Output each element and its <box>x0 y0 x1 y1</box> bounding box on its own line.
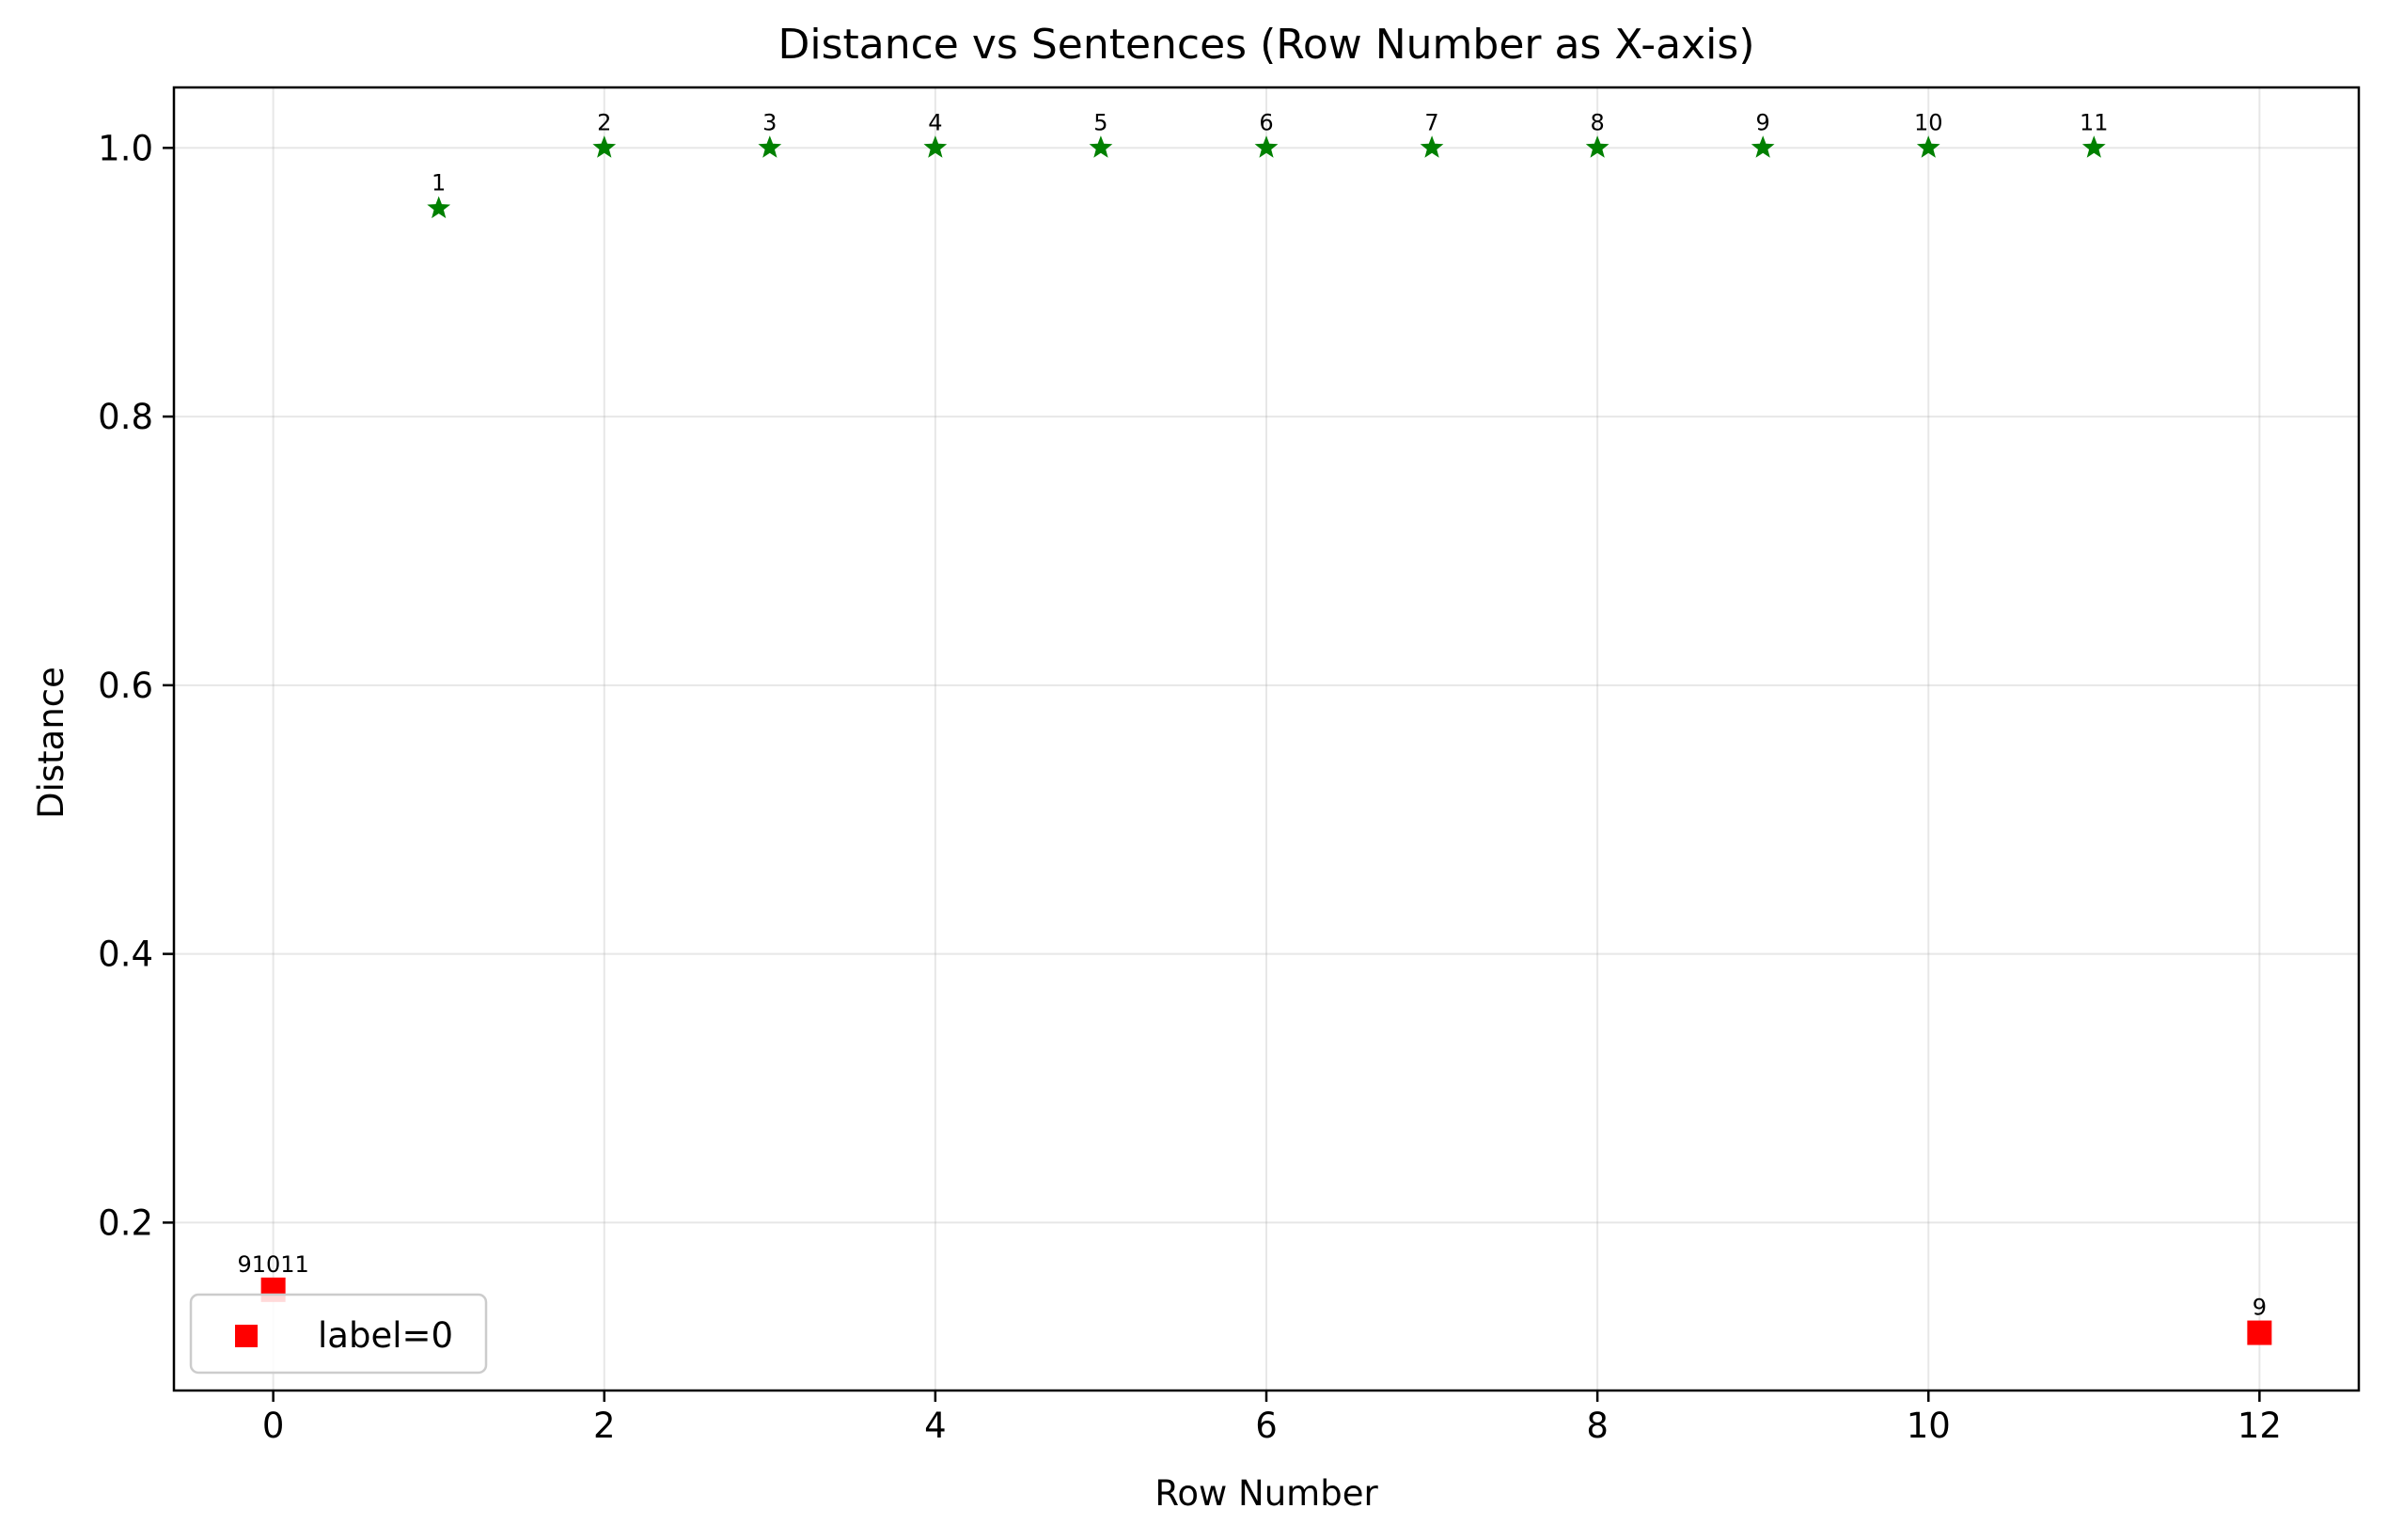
star-data-point <box>1089 135 1113 158</box>
chart-title: Distance vs Sentences (Row Number as X-a… <box>777 21 1754 69</box>
star-data-point <box>1420 135 1444 158</box>
plot-frame <box>172 86 2361 1392</box>
legend: label=0 <box>189 1293 488 1375</box>
star-data-point <box>758 135 782 158</box>
data-point-label: 2 <box>597 109 611 135</box>
x-tick-label: 10 <box>1907 1406 1951 1446</box>
data-point-label: 1 <box>432 170 446 196</box>
data-point-label: 9 <box>1756 109 1770 135</box>
x-tick-label: 0 <box>262 1406 285 1446</box>
data-point-label: 8 <box>1590 109 1604 135</box>
data-marks <box>260 135 2272 1345</box>
x-tick-label: 8 <box>1586 1406 1609 1446</box>
data-point-label: 5 <box>1093 109 1107 135</box>
square-data-point <box>2247 1320 2272 1345</box>
data-point-label: 3 <box>762 109 777 135</box>
grid <box>174 87 2359 1391</box>
star-data-point <box>1751 135 1775 158</box>
data-point-label: 9 <box>2253 1295 2267 1321</box>
axis-ticks: 0 2 4 6 8 10 12 0.2 0.4 0.6 0.8 1.0 <box>98 128 2282 1446</box>
star-data-point <box>427 196 451 219</box>
star-data-point <box>1916 135 1940 158</box>
y-tick-label: 0.4 <box>98 935 153 975</box>
star-data-point <box>1254 135 1279 158</box>
data-point-label: 91011 <box>237 1251 308 1278</box>
x-tick-label: 2 <box>593 1406 616 1446</box>
data-point-label: 10 <box>1914 109 1943 135</box>
y-tick-label: 1.0 <box>98 128 153 168</box>
star-data-point <box>1585 135 1610 158</box>
x-tick-label: 12 <box>2238 1406 2282 1446</box>
x-tick-label: 4 <box>924 1406 947 1446</box>
star-data-point <box>592 135 617 158</box>
legend-frame <box>189 1293 488 1375</box>
y-tick-label: 0.2 <box>98 1202 153 1243</box>
data-point-label: 4 <box>928 109 942 135</box>
data-point-label: 6 <box>1259 109 1273 135</box>
legend-entry-label: label=0 <box>318 1315 453 1356</box>
data-point-label: 11 <box>2080 109 2109 135</box>
y-tick-label: 0.6 <box>98 666 153 706</box>
legend-square-marker <box>235 1325 258 1347</box>
star-data-point <box>2081 135 2106 158</box>
y-axis-label: Distance <box>31 667 71 819</box>
data-point-label: 7 <box>1424 109 1438 135</box>
x-axis-label: Row Number <box>1154 1473 1378 1514</box>
y-tick-label: 0.8 <box>98 397 153 437</box>
star-data-point <box>923 135 948 158</box>
x-tick-label: 6 <box>1255 1406 1278 1446</box>
